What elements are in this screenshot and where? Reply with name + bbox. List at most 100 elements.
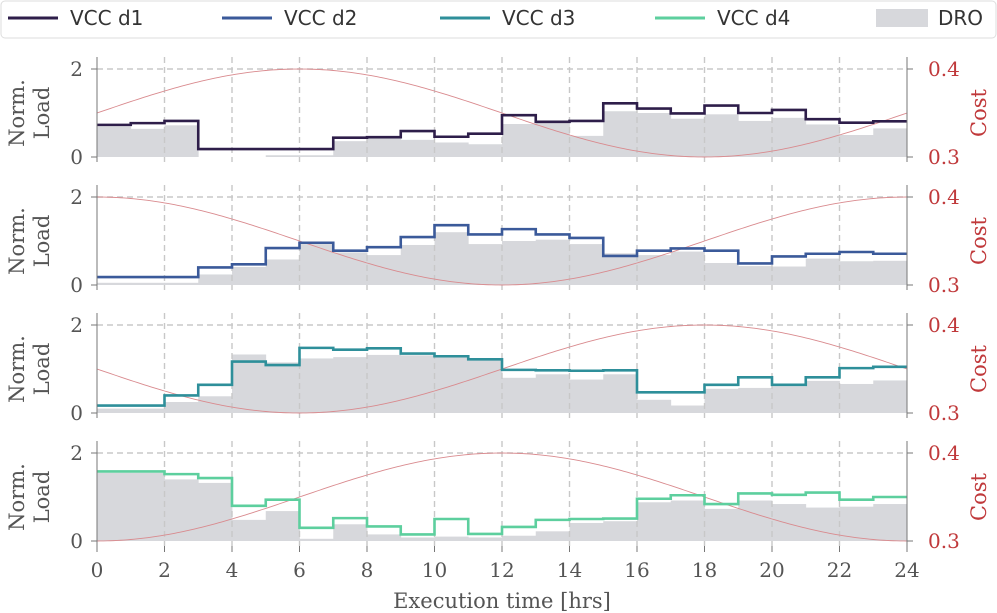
- dro-bar: [772, 266, 807, 285]
- dro-bar: [637, 255, 672, 285]
- dro-bar: [265, 259, 300, 285]
- y-tick-label: 0: [70, 401, 83, 425]
- cost-tick-label: 0.4: [928, 185, 960, 209]
- dro-bar: [738, 387, 773, 413]
- dro-bar: [164, 479, 199, 541]
- dro-bar: [839, 506, 874, 541]
- dro-bar: [873, 128, 908, 157]
- dro-bar: [400, 244, 435, 285]
- dro-bar: [805, 124, 840, 157]
- dro-bar: [400, 355, 435, 413]
- x-axis-label: Execution time [hrs]: [393, 589, 611, 613]
- dro-bar: [468, 537, 503, 541]
- dro-bar: [130, 282, 165, 285]
- dro-bar: [603, 374, 638, 413]
- vcc-step-line-vcc-d3: [97, 346, 907, 407]
- dro-bar: [333, 141, 368, 157]
- dro-bar: [569, 135, 604, 157]
- dro-bar: [670, 500, 705, 541]
- x-tick-label: 12: [489, 558, 514, 582]
- dro-bar: [333, 524, 368, 541]
- x-tick-label: 22: [827, 558, 852, 582]
- dro-bar: [873, 504, 908, 541]
- dro-bar: [502, 124, 537, 157]
- x-axis: Execution time [hrs] 0 2 4 6 8 10 12 14 16 18 20 22…: [91, 546, 920, 613]
- panel-vcc-d4: 0 2 0.3 0.4 Norm. Load Cost: [5, 441, 991, 553]
- y-axis-label-line2: Load: [30, 215, 54, 268]
- legend-label-dro: DRO: [938, 6, 983, 30]
- dro-bar: [130, 408, 165, 413]
- y-tick-label: 0: [70, 273, 83, 297]
- dro-bar: [502, 535, 537, 541]
- vcc-step-line-vcc-d4: [97, 470, 907, 536]
- y-tick-label: 0: [70, 529, 83, 553]
- cost-tick-label: 0.3: [928, 401, 960, 425]
- dro-bar: [299, 155, 334, 157]
- dro-bar: [535, 120, 570, 157]
- dro-bar: [97, 282, 132, 285]
- dro-bar: [97, 472, 132, 541]
- x-tick-label: 14: [557, 558, 582, 582]
- dro-bar: [333, 357, 368, 413]
- cost-curve: [96, 68, 908, 158]
- dro-bar: [367, 138, 402, 157]
- dro-bar: [468, 358, 503, 413]
- y-axis-label-line2: Load: [30, 343, 54, 396]
- cost-axis-label: Cost: [967, 344, 991, 392]
- dro-bar: [603, 111, 638, 157]
- dro-bar: [232, 519, 267, 541]
- y-axis-label-line2: Load: [30, 471, 54, 524]
- dro-bar: [535, 239, 570, 285]
- dro-bar: [434, 142, 469, 157]
- dro-bar: [569, 379, 604, 413]
- panel-vcc-d3: 0 2 0.3 0.4 Norm. Load Cost: [5, 313, 991, 425]
- dro-bar: [164, 402, 199, 413]
- dro-bar: [333, 252, 368, 285]
- panel-vcc-d1: 0 2 0.3 0.4 Norm. Load Cost: [5, 57, 991, 169]
- x-tick-label: 20: [759, 558, 784, 582]
- dro-bar: [535, 374, 570, 413]
- dro-bar: [670, 405, 705, 413]
- dro-bar: [738, 266, 773, 285]
- dro-bar: [772, 386, 807, 413]
- x-tick-label: 6: [293, 558, 306, 582]
- x-tick-label: 2: [158, 558, 171, 582]
- dro-bar: [468, 144, 503, 157]
- dro-bar: [738, 500, 773, 541]
- dro-bar: [232, 266, 267, 285]
- dro-bar: [468, 244, 503, 285]
- dro-bar: [502, 241, 537, 285]
- dro-bar: [637, 113, 672, 157]
- dro-bar: [637, 399, 672, 413]
- dro-bar: [367, 255, 402, 285]
- y-tick-label: 2: [70, 185, 83, 209]
- x-tick-label: 8: [361, 558, 374, 582]
- dro-bar: [704, 508, 739, 541]
- dro-bar: [400, 139, 435, 157]
- dro-bar: [502, 377, 537, 413]
- dro-bar: [299, 358, 334, 413]
- dro-bar: [164, 125, 199, 157]
- dro-bar: [97, 408, 132, 413]
- dro-bar: [873, 260, 908, 285]
- y-axis-label-line1: Norm.: [5, 463, 29, 531]
- dro-bar: [130, 128, 165, 157]
- dro-bar: [198, 482, 233, 541]
- vcc-step-line-vcc-d1: [97, 102, 907, 151]
- cost-tick-label: 0.4: [928, 313, 960, 337]
- cost-axis-label: Cost: [967, 88, 991, 136]
- dro-bar: [434, 232, 469, 285]
- cost-tick-label: 0.3: [928, 273, 960, 297]
- cost-curve: [96, 196, 908, 286]
- dro-bar: [434, 356, 469, 413]
- dro-bar: [569, 522, 604, 541]
- dro-bar: [367, 354, 402, 413]
- legend-label-vcc-d4: VCC d4: [717, 6, 790, 30]
- cost-curve: [96, 452, 908, 542]
- dro-bar: [603, 253, 638, 285]
- y-tick-label: 0: [70, 145, 83, 169]
- cost-axis-label: Cost: [967, 472, 991, 520]
- dro-bar: [299, 244, 334, 285]
